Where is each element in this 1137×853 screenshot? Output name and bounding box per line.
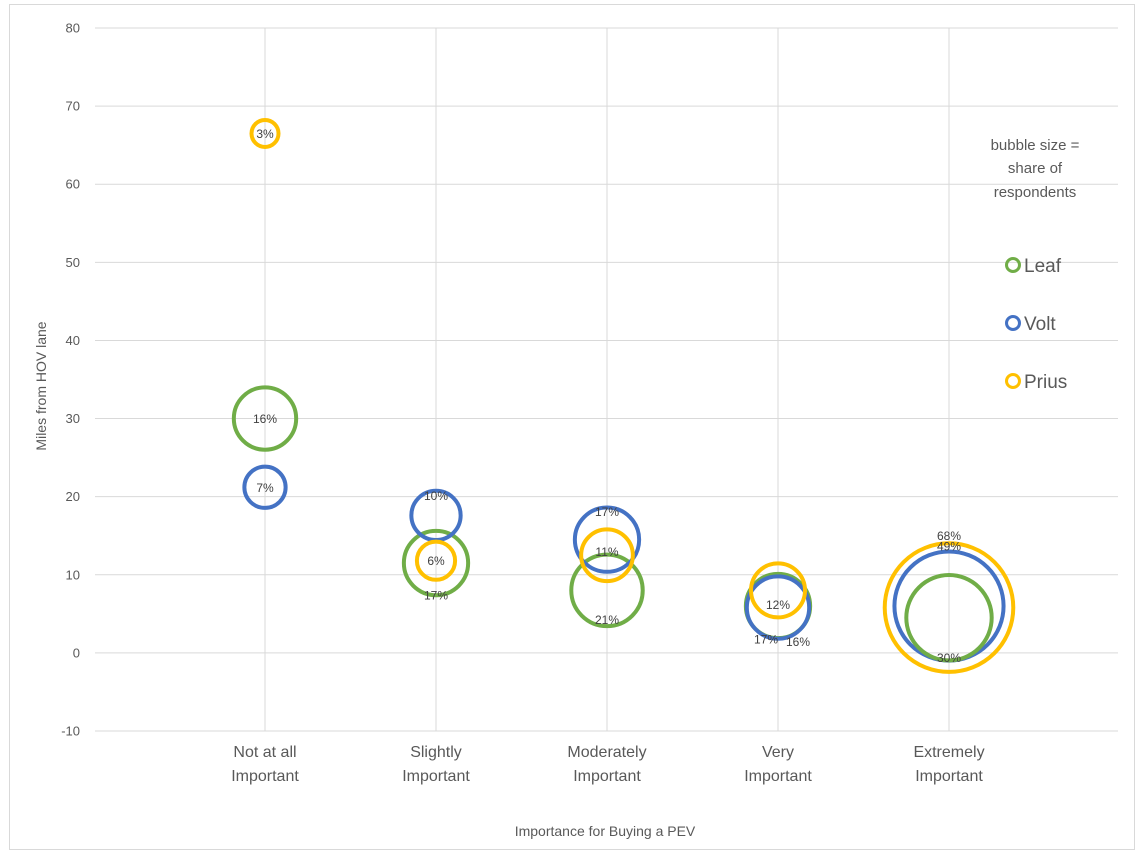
y-tick-label: 40	[66, 333, 80, 348]
data-label-volt: 10%	[424, 489, 448, 503]
bubbles	[234, 120, 1013, 672]
data-label-leaf: 17%	[424, 589, 448, 603]
legend-marker-volt	[1007, 317, 1020, 330]
bubble-size-note: bubble size = share of respondents	[991, 137, 1080, 201]
data-label-leaf: 16%	[253, 412, 277, 426]
y-tick-label: 10	[66, 567, 80, 582]
legend-item-volt: Volt	[1007, 314, 1057, 335]
data-label-leaf: 17%	[754, 633, 778, 647]
y-tick-label: 30	[66, 411, 80, 426]
x-category-label: Extremely Important	[913, 744, 984, 785]
x-category-label: Not at all Important	[231, 744, 299, 785]
y-tick-label: -10	[61, 724, 80, 739]
data-label-leaf: 21%	[595, 613, 619, 627]
y-tick-label: 50	[66, 255, 80, 270]
x-axis-title: Importance for Buying a PEV	[515, 823, 696, 839]
y-tick-label: 80	[66, 21, 80, 36]
legend-label-volt: Volt	[1024, 314, 1056, 335]
data-label-prius: 6%	[427, 554, 445, 568]
data-label-volt: 16%	[786, 635, 810, 649]
legend-item-prius: Prius	[1007, 372, 1068, 393]
data-label-prius: 68%	[937, 529, 961, 543]
note-line-2: share of	[1008, 160, 1063, 177]
note-line-3: respondents	[994, 184, 1077, 201]
legend-marker-prius	[1007, 375, 1020, 388]
data-label-volt: 7%	[256, 481, 274, 495]
x-category-labels: Not at all Important Slightly Important Mode…	[231, 744, 984, 785]
legend-label-prius: Prius	[1024, 372, 1067, 393]
data-label-prius: 12%	[766, 598, 790, 612]
x-category-label: Moderately Important	[567, 744, 646, 785]
y-axis-title: Miles from HOV lane	[33, 321, 49, 450]
y-tick-labels: -10 0 10 20 30 40 50 60 70 80	[61, 21, 80, 739]
data-label-prius: 3%	[256, 127, 274, 141]
legend-item-leaf: Leaf	[1007, 256, 1062, 277]
y-tick-label: 0	[73, 645, 80, 660]
legend: Leaf Volt Prius	[1007, 256, 1068, 393]
x-category-label: Slightly Important	[402, 744, 470, 785]
y-tick-label: 70	[66, 99, 80, 114]
x-category-label: Very Important	[744, 744, 812, 785]
y-tick-label: 60	[66, 177, 80, 192]
data-label-leaf: 30%	[937, 651, 961, 665]
y-tick-label: 20	[66, 489, 80, 504]
data-label-prius: 11%	[595, 545, 618, 559]
legend-label-leaf: Leaf	[1024, 256, 1062, 277]
legend-marker-leaf	[1007, 259, 1020, 272]
note-line-1: bubble size =	[991, 137, 1080, 154]
data-label-volt: 17%	[595, 505, 619, 519]
